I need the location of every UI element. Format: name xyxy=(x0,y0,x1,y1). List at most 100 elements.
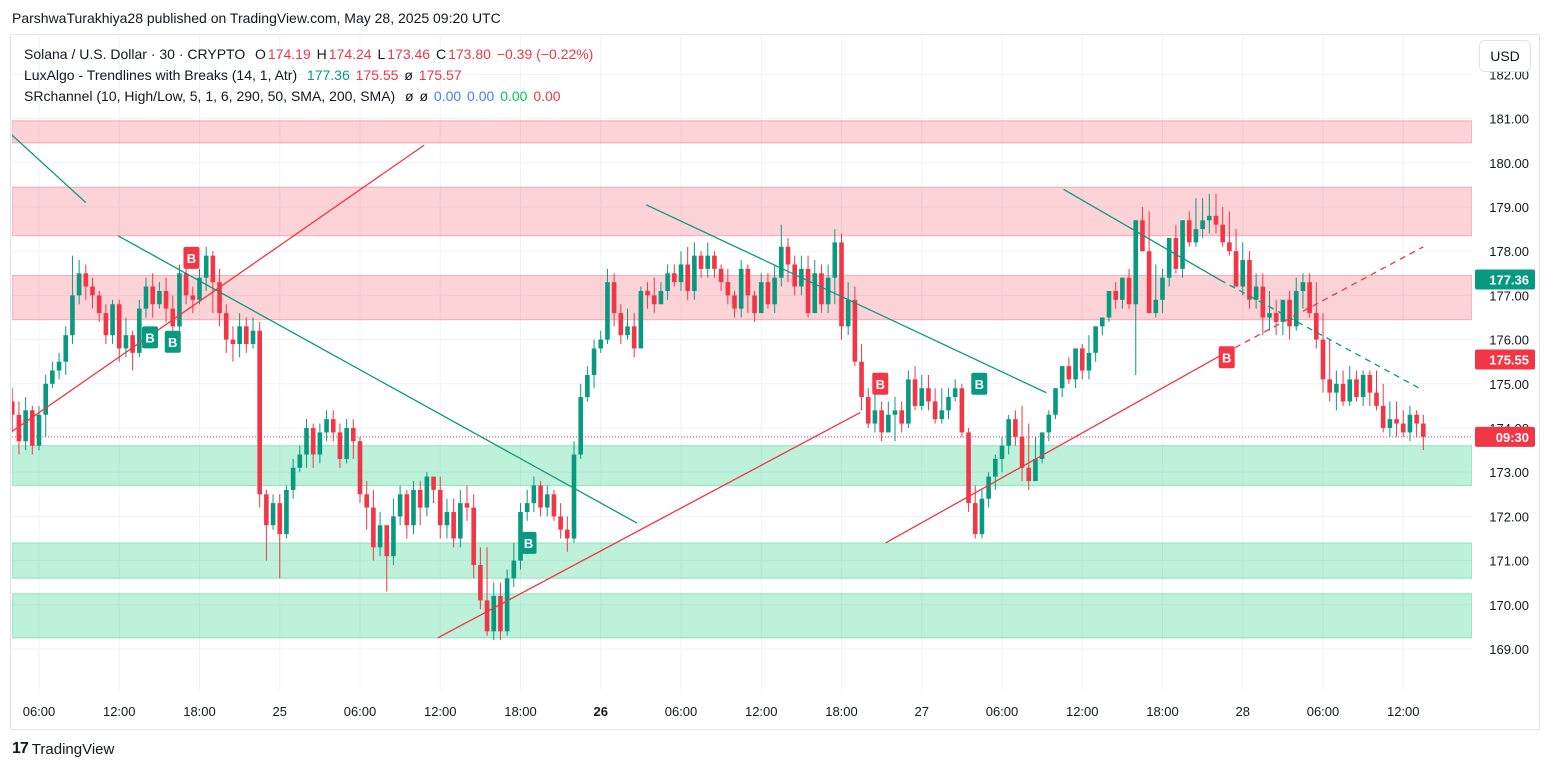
price-axis-badge: 09:30 xyxy=(1475,426,1535,447)
x-tick-label: 25 xyxy=(273,704,287,719)
candle-body xyxy=(758,282,764,314)
price-badge-text: 09:30 xyxy=(1496,430,1529,445)
candle-body xyxy=(424,476,430,508)
candle-body xyxy=(377,525,383,548)
candle-body xyxy=(197,277,202,300)
candle-body xyxy=(986,476,991,499)
x-tick-label: 12:00 xyxy=(1387,704,1420,719)
candle-body xyxy=(324,419,329,433)
candle-body xyxy=(1307,282,1312,314)
candle-body xyxy=(270,503,276,526)
candle-body xyxy=(1173,237,1179,269)
x-tick-label: 18:00 xyxy=(504,704,537,719)
candle-body xyxy=(1340,383,1346,402)
candle-body xyxy=(223,313,229,340)
candle-body xyxy=(157,290,162,305)
candle-body xyxy=(518,511,523,561)
candle-body xyxy=(1193,229,1199,243)
y-tick-label: 172.00 xyxy=(1489,509,1529,524)
candle-body xyxy=(631,326,637,349)
candle-body xyxy=(919,388,925,406)
resistance-zone xyxy=(12,120,1472,144)
currency-button[interactable]: USD xyxy=(1479,40,1531,72)
candle-body xyxy=(1327,379,1332,393)
candle-body xyxy=(1013,419,1018,437)
resistance-zone xyxy=(12,186,1472,237)
trendline xyxy=(12,144,425,433)
candle-body xyxy=(1026,467,1032,482)
x-tick-label: 06:00 xyxy=(344,704,377,719)
indicator2-value-5: 0.00 xyxy=(500,88,528,104)
indicator2-name[interactable]: SRchannel (10, High/Low, 5, 1, 6, 290, 5… xyxy=(24,88,396,104)
y-tick-label: 177.00 xyxy=(1489,288,1529,303)
candle-body xyxy=(464,503,470,508)
signal-badge xyxy=(164,330,181,353)
candle-body xyxy=(404,494,410,526)
candle-body xyxy=(772,277,777,305)
candle-body xyxy=(1394,419,1399,424)
y-tick-label: 180.00 xyxy=(1489,156,1529,171)
indicator2-value-6: 0.00 xyxy=(533,88,561,104)
breakout-signal-marker: B xyxy=(183,246,200,269)
candle-body xyxy=(952,388,958,398)
candle-body xyxy=(150,286,155,305)
candle-body xyxy=(130,335,135,353)
candle-body xyxy=(718,268,724,283)
candle-body xyxy=(1320,339,1326,380)
candle-body xyxy=(36,414,42,446)
candle-body xyxy=(1334,383,1339,393)
indicator1-name[interactable]: LuxAlgo - Trendlines with Breaks (14, 1,… xyxy=(24,67,298,83)
candle-body xyxy=(591,348,597,375)
candle-body xyxy=(738,268,744,309)
support-zone xyxy=(12,445,1472,486)
candle-body xyxy=(23,410,28,442)
candle-body xyxy=(50,370,55,384)
candle-body xyxy=(605,282,610,340)
candle-body xyxy=(484,600,490,632)
candle-body xyxy=(458,503,463,539)
candle-body xyxy=(90,286,95,296)
candle-body xyxy=(578,397,583,455)
candle-body xyxy=(1280,299,1286,322)
candle-body xyxy=(1146,251,1152,314)
candle-body xyxy=(658,290,664,305)
candle-body xyxy=(812,273,818,314)
candle-body xyxy=(765,282,771,305)
candle-body xyxy=(290,467,296,490)
candle-body xyxy=(1354,379,1359,398)
candle-body xyxy=(310,428,316,455)
candle-body xyxy=(190,295,196,300)
symbol-name[interactable]: Solana / U.S. Dollar · 30 · CRYPTO xyxy=(24,46,246,62)
candle-body xyxy=(538,485,543,508)
indicator2-value-1: ø xyxy=(405,88,414,104)
tradingview-logo[interactable]: 17 TradingView xyxy=(12,740,114,758)
trendline xyxy=(117,235,638,524)
candle-body xyxy=(371,507,376,548)
candle-body xyxy=(1213,215,1219,225)
candle-body xyxy=(544,494,550,508)
candle-body xyxy=(993,458,998,477)
signal-label: B xyxy=(168,335,177,350)
candle-body xyxy=(230,339,236,345)
candle-body xyxy=(752,295,757,314)
candle-body xyxy=(692,255,697,291)
price-axis-badge: 175.55 xyxy=(1475,349,1535,370)
price-badge-text: 177.36 xyxy=(1489,272,1529,287)
candle-body xyxy=(1133,220,1139,305)
candle-body xyxy=(56,361,62,371)
high-value: 174.24 xyxy=(328,46,372,62)
publisher-attribution: ParshwaTurakhiya28 published on TradingV… xyxy=(12,10,501,26)
x-tick-label: 18:00 xyxy=(825,704,858,719)
candle-body xyxy=(638,290,644,349)
candle-body xyxy=(177,273,182,327)
candle-body xyxy=(932,401,938,420)
candle-body xyxy=(498,595,503,632)
candle-body xyxy=(284,489,289,535)
candle-body xyxy=(337,432,343,459)
candle-body xyxy=(912,379,918,406)
candle-body xyxy=(1046,414,1052,433)
candle-body xyxy=(1086,352,1092,371)
candle-body xyxy=(705,255,711,269)
candle-body xyxy=(1233,251,1239,287)
